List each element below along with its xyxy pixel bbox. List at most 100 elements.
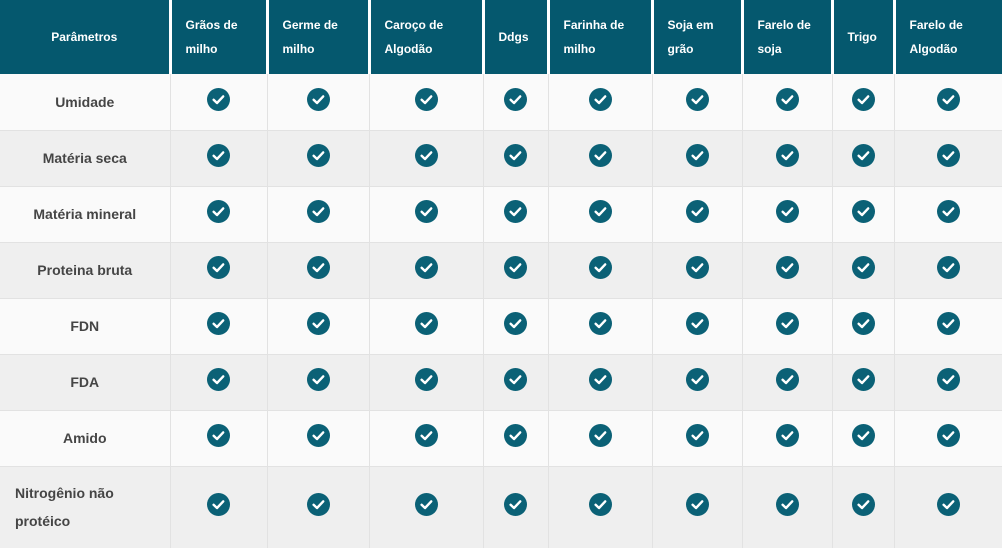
check-cell bbox=[169, 241, 267, 298]
row-label: FDN bbox=[0, 297, 170, 354]
check-cell bbox=[831, 353, 894, 410]
header-cell-ddgs: Ddgs bbox=[483, 0, 550, 74]
header-cell-germe-de-milho: Germe de milho bbox=[267, 0, 371, 74]
check-circle-icon bbox=[685, 256, 709, 279]
check-circle-icon bbox=[588, 368, 612, 391]
check-cell bbox=[831, 74, 894, 130]
check-circle-icon bbox=[414, 368, 438, 391]
check-cell bbox=[741, 185, 832, 242]
check-circle-icon bbox=[851, 256, 875, 279]
check-circle-icon bbox=[207, 424, 230, 447]
check-circle-icon bbox=[685, 200, 709, 223]
check-circle-icon bbox=[414, 424, 438, 447]
check-cell bbox=[169, 409, 267, 466]
check-cell bbox=[651, 129, 742, 186]
check-cell bbox=[547, 409, 652, 466]
check-cell bbox=[831, 409, 894, 466]
check-cell bbox=[169, 185, 267, 242]
check-cell bbox=[482, 465, 548, 548]
header-cell-caroco-de-algodao: Caroço de Algodão bbox=[369, 0, 485, 74]
header-cell-farelo-de-algodao: Farelo de Algodão bbox=[894, 0, 1002, 74]
check-circle-icon bbox=[936, 87, 960, 111]
check-cell bbox=[651, 353, 742, 410]
check-circle-icon bbox=[207, 144, 230, 167]
check-cell bbox=[547, 353, 652, 410]
check-circle-icon bbox=[775, 87, 799, 111]
check-cell bbox=[741, 74, 832, 130]
check-cell bbox=[893, 409, 1002, 466]
table-row-materia-seca: Matéria seca bbox=[0, 129, 1002, 186]
check-cell bbox=[831, 185, 894, 242]
check-cell bbox=[266, 465, 369, 548]
check-circle-icon bbox=[504, 424, 527, 447]
table-row-umidade: Umidade bbox=[0, 74, 1002, 130]
check-circle-icon bbox=[306, 256, 330, 279]
check-cell bbox=[547, 297, 652, 354]
check-circle-icon bbox=[306, 200, 330, 223]
check-circle-icon bbox=[306, 424, 330, 447]
check-circle-icon bbox=[775, 256, 799, 279]
check-cell bbox=[368, 465, 483, 548]
check-cell bbox=[893, 465, 1002, 548]
table-header: Parâmetros Grãos de milho Germe de milho C… bbox=[0, 0, 1002, 74]
check-cell bbox=[368, 297, 483, 354]
check-cell bbox=[368, 74, 483, 130]
check-cell bbox=[266, 74, 369, 130]
check-cell bbox=[893, 185, 1002, 242]
check-circle-icon bbox=[936, 144, 960, 167]
header-cell-trigo: Trigo bbox=[832, 0, 896, 74]
check-cell bbox=[266, 129, 369, 186]
check-cell bbox=[169, 465, 267, 548]
check-cell bbox=[547, 74, 652, 130]
check-circle-icon bbox=[414, 87, 438, 111]
table-row-amido: Amido bbox=[0, 409, 1002, 466]
check-circle-icon bbox=[414, 493, 438, 517]
check-circle-icon bbox=[851, 200, 875, 223]
table-row-fdn: FDN bbox=[0, 297, 1002, 354]
row-label: Proteina bruta bbox=[0, 241, 170, 298]
check-cell bbox=[482, 297, 548, 354]
check-circle-icon bbox=[775, 424, 799, 447]
check-cell bbox=[741, 353, 832, 410]
check-cell bbox=[831, 465, 894, 548]
check-cell bbox=[482, 353, 548, 410]
check-circle-icon bbox=[414, 200, 438, 223]
check-cell bbox=[831, 241, 894, 298]
check-cell bbox=[482, 241, 548, 298]
check-cell bbox=[266, 353, 369, 410]
check-circle-icon bbox=[504, 200, 527, 223]
check-circle-icon bbox=[207, 256, 230, 279]
check-circle-icon bbox=[588, 144, 612, 167]
check-cell bbox=[741, 129, 832, 186]
check-circle-icon bbox=[685, 424, 709, 447]
check-circle-icon bbox=[775, 312, 799, 335]
row-label: FDA bbox=[0, 353, 170, 410]
check-circle-icon bbox=[851, 493, 875, 517]
check-cell bbox=[169, 353, 267, 410]
check-circle-icon bbox=[685, 144, 709, 167]
check-cell bbox=[893, 241, 1002, 298]
check-circle-icon bbox=[504, 144, 527, 167]
check-circle-icon bbox=[851, 87, 875, 111]
check-circle-icon bbox=[685, 493, 709, 517]
check-cell bbox=[368, 241, 483, 298]
check-circle-icon bbox=[685, 368, 709, 391]
check-circle-icon bbox=[851, 312, 875, 335]
check-circle-icon bbox=[936, 312, 960, 335]
check-circle-icon bbox=[306, 144, 330, 167]
check-cell bbox=[651, 409, 742, 466]
check-cell bbox=[547, 129, 652, 186]
check-circle-icon bbox=[414, 312, 438, 335]
check-cell bbox=[169, 129, 267, 186]
check-circle-icon bbox=[588, 312, 612, 335]
check-cell bbox=[893, 74, 1002, 130]
table-row-proteina-bruta: Proteina bruta bbox=[0, 241, 1002, 298]
check-cell bbox=[547, 465, 652, 548]
check-cell bbox=[741, 241, 832, 298]
check-circle-icon bbox=[936, 424, 960, 447]
check-circle-icon bbox=[504, 256, 527, 279]
check-circle-icon bbox=[306, 87, 330, 111]
check-circle-icon bbox=[936, 200, 960, 223]
check-circle-icon bbox=[685, 312, 709, 335]
